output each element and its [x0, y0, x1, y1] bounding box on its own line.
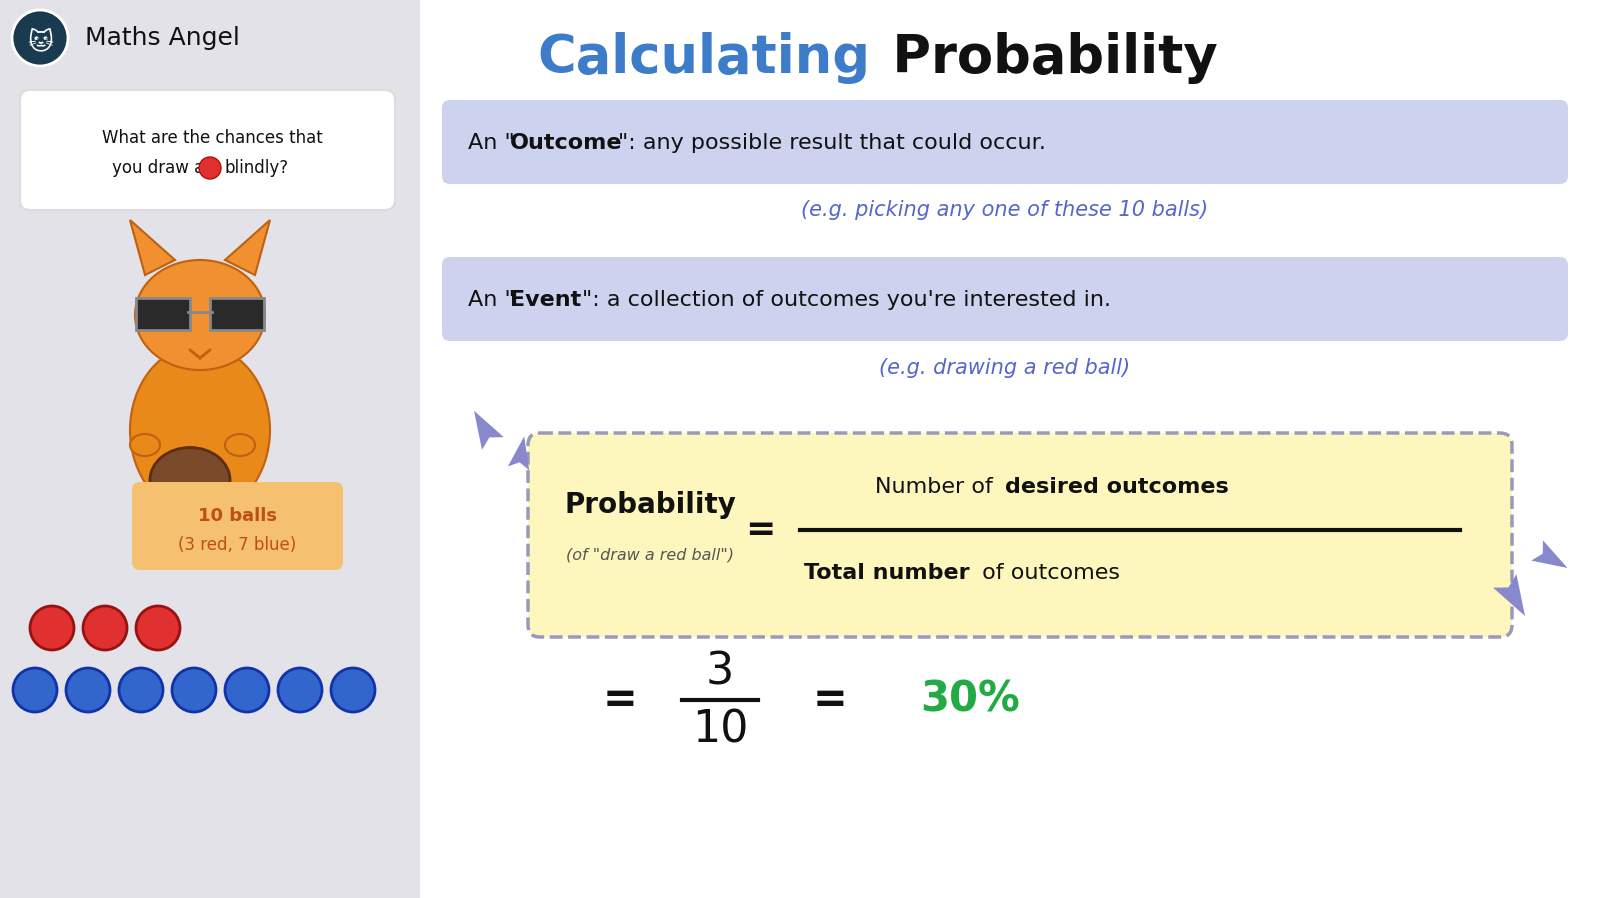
FancyBboxPatch shape: [442, 100, 1568, 184]
Ellipse shape: [130, 434, 160, 456]
Text: =: =: [813, 679, 848, 721]
Polygon shape: [1493, 574, 1525, 616]
Text: Maths Angel: Maths Angel: [85, 26, 240, 50]
Text: Event: Event: [510, 290, 581, 310]
Circle shape: [198, 157, 221, 179]
Polygon shape: [0, 0, 419, 898]
Text: blindly?: blindly?: [224, 159, 288, 177]
Text: What are the chances that: What are the chances that: [102, 129, 322, 147]
Text: An ": An ": [467, 133, 515, 153]
Circle shape: [331, 668, 374, 712]
Ellipse shape: [226, 434, 254, 456]
Text: ": a collection of outcomes you're interested in.: ": a collection of outcomes you're inter…: [582, 290, 1110, 310]
Ellipse shape: [134, 260, 266, 370]
FancyBboxPatch shape: [131, 482, 342, 570]
Text: 🐱: 🐱: [27, 30, 53, 54]
Text: Outcome: Outcome: [510, 133, 622, 153]
Text: (e.g. picking any one of these 10 balls): (e.g. picking any one of these 10 balls): [802, 200, 1208, 220]
FancyBboxPatch shape: [136, 298, 190, 330]
Polygon shape: [474, 410, 504, 450]
Text: you draw a: you draw a: [112, 159, 205, 177]
FancyBboxPatch shape: [528, 433, 1512, 637]
Text: (3 red, 7 blue): (3 red, 7 blue): [178, 536, 296, 554]
Polygon shape: [507, 436, 530, 471]
Text: 30%: 30%: [920, 679, 1019, 721]
Ellipse shape: [130, 345, 270, 515]
Text: ": any possible result that could occur.: ": any possible result that could occur.: [618, 133, 1046, 153]
FancyBboxPatch shape: [442, 257, 1568, 341]
Text: =: =: [603, 679, 637, 721]
Circle shape: [83, 606, 126, 650]
Circle shape: [30, 606, 74, 650]
Text: Probability: Probability: [565, 491, 736, 519]
Polygon shape: [130, 220, 174, 275]
Text: desired outcomes: desired outcomes: [1005, 477, 1229, 497]
Text: Number of: Number of: [875, 477, 1000, 497]
Circle shape: [118, 668, 163, 712]
Circle shape: [278, 668, 322, 712]
Text: An ": An ": [467, 290, 515, 310]
Circle shape: [13, 10, 67, 66]
Polygon shape: [1531, 541, 1568, 568]
Text: 10: 10: [691, 709, 749, 752]
Polygon shape: [226, 220, 270, 275]
FancyBboxPatch shape: [210, 298, 264, 330]
Circle shape: [66, 668, 110, 712]
Text: of outcomes: of outcomes: [974, 563, 1120, 583]
Text: 3: 3: [706, 650, 734, 693]
FancyBboxPatch shape: [19, 90, 395, 210]
Text: (e.g. drawing a red ball): (e.g. drawing a red ball): [880, 358, 1131, 378]
Text: 10 balls: 10 balls: [197, 507, 277, 525]
Text: Probability: Probability: [874, 32, 1218, 84]
Circle shape: [226, 668, 269, 712]
Text: Calculating: Calculating: [538, 32, 870, 84]
Circle shape: [173, 668, 216, 712]
Text: (of "draw a red ball"): (of "draw a red ball"): [566, 548, 734, 562]
Text: Total number: Total number: [805, 563, 970, 583]
Ellipse shape: [150, 447, 230, 513]
Text: =: =: [746, 513, 774, 547]
Circle shape: [136, 606, 179, 650]
Circle shape: [13, 668, 58, 712]
